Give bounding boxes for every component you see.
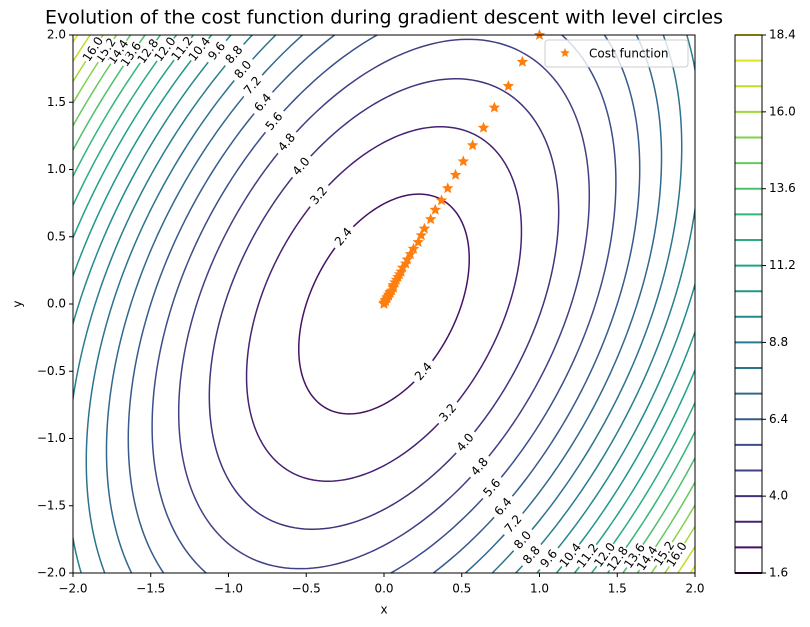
legend-marker [560, 48, 570, 58]
contour-label-bg [409, 356, 439, 387]
path-point [502, 80, 515, 91]
contour-label-bg [499, 509, 529, 540]
contour-label-bg [287, 151, 316, 182]
y-tick-label: 1.5 [47, 95, 66, 109]
contour-label-bg [591, 539, 619, 571]
contour-line [85, 35, 683, 573]
y-tick-label: 0.5 [47, 229, 66, 243]
contour-label-bg [451, 427, 481, 458]
contour-label-bg [663, 539, 691, 571]
contour-label-bg [465, 451, 495, 483]
contour-label-bg [151, 34, 180, 65]
contour-label-bg [272, 127, 302, 158]
contour-labels: 2.42.43.23.24.04.04.84.85.65.66.46.47.27… [79, 33, 691, 575]
path-point [424, 213, 437, 225]
contour-label-bg [185, 34, 214, 65]
contour-label-bg [219, 39, 249, 71]
contour-label-bg [477, 472, 507, 504]
colorbar-frame [734, 34, 763, 574]
contour-label-bg [650, 538, 679, 570]
x-tick-label: 1.5 [608, 582, 627, 596]
path-point [435, 194, 448, 206]
x-tick-label: 2.0 [685, 582, 704, 596]
contour-line [73, 35, 695, 573]
path-point [533, 29, 546, 40]
path-layer [378, 29, 546, 309]
chart-title: Evolution of the cost function during gr… [45, 7, 723, 29]
colorbar-tick-label: 11.2 [769, 258, 796, 272]
contour-label-bg [433, 397, 463, 429]
colorbar-tick-label: 13.6 [769, 181, 796, 195]
path-point [378, 298, 390, 309]
contour-label-bg [238, 70, 268, 101]
x-tick-label: −0.5 [292, 582, 321, 596]
contour-label-bg [228, 54, 258, 85]
colorbar-tick-label: 6.4 [769, 412, 788, 426]
y-tick-label: 1.0 [47, 162, 66, 176]
path-point [488, 101, 501, 113]
contour-label-bg [488, 491, 518, 523]
legend-box [544, 39, 689, 68]
path-point [449, 168, 462, 180]
contour-label-bg [604, 543, 632, 575]
colorbar-tick-label: 16.0 [769, 104, 796, 118]
x-tick-label: −1.0 [214, 582, 243, 596]
y-tick-label: −1.5 [37, 498, 66, 512]
contour-label-bg [104, 36, 133, 68]
contour-label-bg [202, 36, 232, 67]
contour-label-bg [517, 540, 547, 571]
contour-line [105, 35, 663, 573]
y-axis-label: y [11, 300, 25, 307]
y-tick-label: −1.0 [37, 431, 66, 445]
path-point [412, 236, 424, 247]
path-point [477, 121, 490, 133]
colorbar-tick-label: 4.0 [769, 489, 788, 503]
contour-label-bg [79, 33, 107, 66]
contour-label-bg [573, 540, 602, 572]
x-tick-label: 1.0 [530, 582, 549, 596]
contour-label-bg [508, 525, 538, 556]
contour-label-bg [556, 540, 585, 571]
contour-label-bg [329, 221, 359, 253]
contour-line [73, 35, 695, 573]
contour-label-bg [534, 543, 564, 575]
x-tick-label: −1.5 [136, 582, 165, 596]
y-tick-label: 0.0 [47, 297, 66, 311]
x-tick-label: 0.5 [452, 582, 471, 596]
contour-label-bg [259, 106, 289, 137]
contour-label-bg [92, 34, 120, 67]
contour-label-bg [134, 35, 163, 67]
y-tick-label: 2.0 [47, 28, 66, 42]
path-point [429, 203, 442, 215]
contour-label-bg [168, 33, 197, 65]
y-tick-label: −0.5 [37, 364, 66, 378]
contour-label-bg [117, 38, 146, 70]
path-point [442, 182, 454, 194]
colorbar-tick-label: 1.6 [769, 566, 788, 580]
path-point [516, 55, 529, 67]
x-tick-label: −2.0 [58, 582, 87, 596]
x-axis-label: x [380, 603, 387, 617]
legend-label: Cost function [589, 47, 669, 61]
contour-label-bg [304, 180, 334, 212]
colorbar-tick-label: 18.4 [769, 28, 796, 42]
path-point [466, 139, 479, 151]
y-tick-label: −2.0 [37, 566, 66, 580]
contour-label-bg [248, 87, 278, 119]
contour-label-bg [633, 542, 662, 574]
path-point [457, 155, 470, 167]
x-tick-label: 0.0 [374, 582, 393, 596]
contour-label-bg [621, 540, 649, 572]
colorbar-tick-label: 8.8 [769, 335, 788, 349]
